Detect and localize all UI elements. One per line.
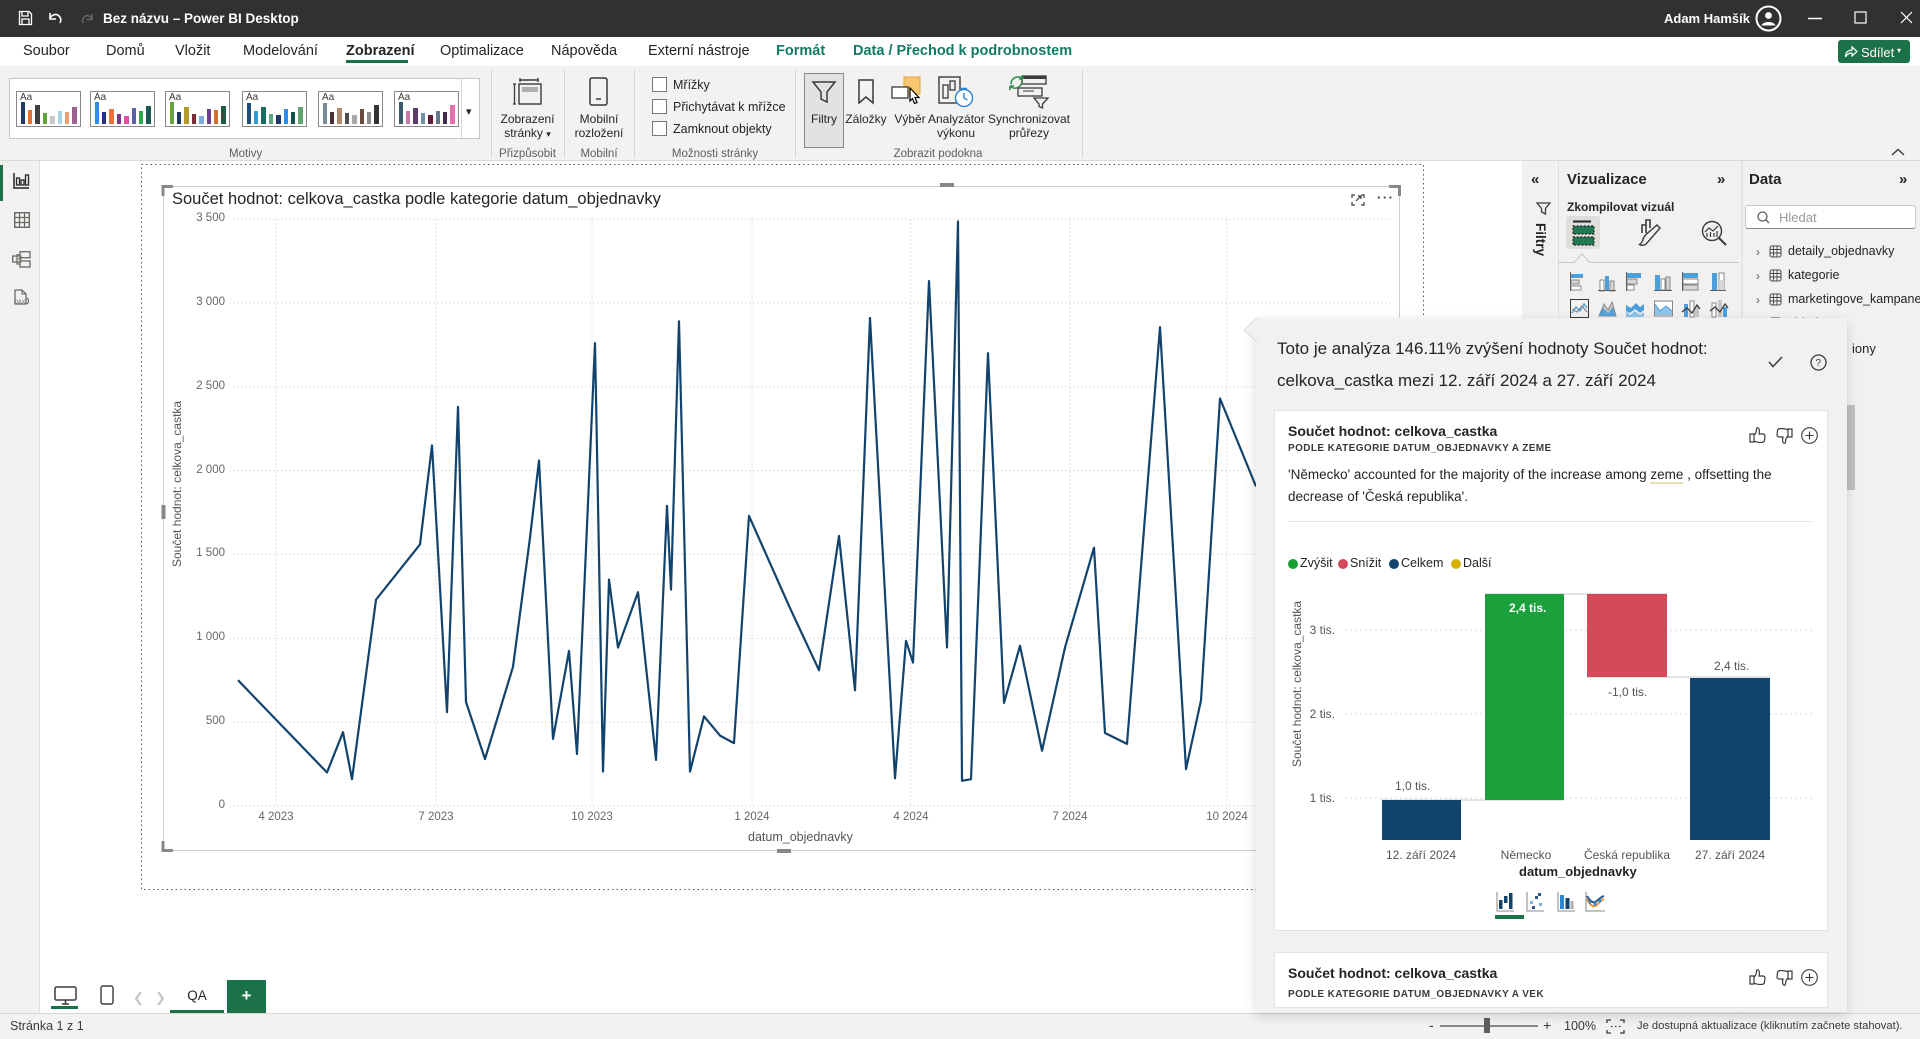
svg-text:DAX: DAX [14, 300, 26, 306]
svg-text:?: ? [1816, 358, 1822, 369]
